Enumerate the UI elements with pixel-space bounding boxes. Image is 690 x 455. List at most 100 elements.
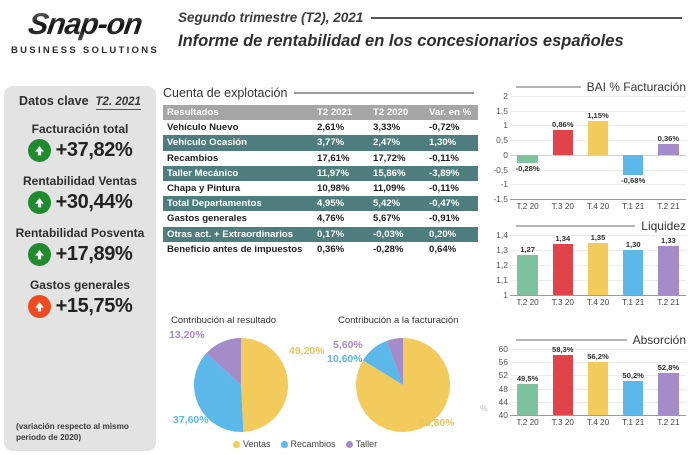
x-axis-tick-label: T.3 20: [551, 202, 574, 211]
chart-bai-divider: [516, 86, 581, 88]
pie-resultado-label-ventas: 49,20%: [289, 345, 325, 357]
chart-liquidez: Liquidez 1,4 1,3 1,2 1,1 1 1,27 T.2 20 1,34 T.3 …: [486, 219, 686, 310]
x-axis-line: [510, 415, 686, 417]
x-axis-line: [510, 295, 686, 297]
pie-charts-section: Contribución al resultado Contribución a…: [163, 315, 483, 455]
x-axis-tick-label: T.2 20: [516, 202, 539, 211]
table-cell-label: Recambios: [167, 152, 219, 164]
bar-value-label: 1,30: [625, 240, 641, 249]
bar-value-label: 56,2%: [587, 351, 609, 361]
y-axis-tick-label: 1,3: [496, 245, 508, 255]
legend-color-dot: [345, 440, 353, 448]
table-cell-value: 0,36%: [317, 243, 345, 255]
arrow-up-circle-icon: [27, 139, 51, 162]
bar: [587, 361, 609, 415]
x-axis-tick-label: T.2 20: [516, 298, 539, 307]
key-data-period: T2. 2021: [95, 96, 141, 110]
kpi-block: Facturación total +37,82%: [10, 122, 150, 162]
bar: [658, 144, 679, 155]
legend-label: Ventas: [243, 439, 271, 449]
table-row: Total Departamentos 4,95% 5,42% -0,47%: [163, 196, 478, 212]
table-cell-value: 17,72%: [373, 152, 406, 164]
table-cell-label: Beneficio antes de impuestos: [167, 243, 303, 255]
y-axis-tick-label: 1,5: [496, 105, 508, 116]
table-row: Taller Mecánico 11,97% 15,86% -3,89%: [163, 165, 478, 181]
table-cell-value: 0,64%: [429, 243, 457, 255]
y-axis-label: %: [480, 403, 488, 413]
operating-account-section: Cuenta de explotación Resultados T2 2021 T…: [163, 86, 478, 257]
table-col-header: Var. en %: [429, 107, 472, 119]
pie-slice: [194, 353, 244, 432]
table-cell-value: 4,95%: [317, 198, 345, 210]
table-row: Recambios 17,61% 17,72% -0,11%: [163, 151, 478, 166]
table-cell-value: 2,61%: [317, 122, 345, 134]
gridline: [510, 184, 686, 186]
report-header: Segundo trimestre (T2), 2021 Informe de …: [178, 10, 682, 51]
table-cell-value: -3,89%: [429, 167, 460, 179]
header-divider: [371, 16, 682, 19]
bar-value-label: 0,86%: [552, 119, 574, 129]
x-axis-tick-label: T.4 20: [586, 298, 610, 307]
pie-resultado-chart: [191, 335, 291, 440]
table-col-header: Resultados: [167, 107, 219, 119]
y-axis-tick-label: 1: [503, 120, 508, 131]
gridline: [510, 235, 686, 236]
bar-value-label: 1,33: [661, 235, 676, 245]
x-axis-tick-label: T.2 20: [516, 418, 539, 427]
table-body: Vehículo Nuevo 2,61% 3,33% -0,72% Vehículo O…: [163, 120, 478, 257]
chart-absorcion: Absorción 60 56 52 48 44 40 49,5% T.2 20 58,3% T.…: [480, 333, 686, 431]
table-cell-value: 4,76%: [317, 213, 345, 225]
table-cell-value: -0,03%: [373, 228, 404, 240]
table-cell-value: 10,98%: [317, 183, 350, 195]
legend-color-dot: [233, 440, 240, 448]
x-axis-tick-label: T.1 21: [622, 202, 645, 211]
y-axis-tick-label: 52: [498, 370, 508, 381]
x-axis-tick-label: T.4 20: [586, 202, 610, 211]
table-col-header: T2 2021: [317, 107, 353, 119]
bar: [552, 129, 573, 155]
pie-facturacion-label-recambios: 10,60%: [327, 353, 363, 365]
gridline: [510, 349, 686, 350]
legend-label: Taller: [355, 439, 378, 449]
report-subtitle: Segundo trimestre (T2), 2021: [178, 10, 364, 25]
pie-slice: [363, 340, 403, 385]
x-axis-tick-label: T.1 21: [622, 298, 645, 307]
bar: [622, 250, 644, 295]
table-cell-label: Chapa y Pintura: [167, 183, 241, 195]
gridline: [510, 169, 686, 171]
kpi-block: Rentabilidad Posventa +17,89%: [10, 226, 150, 266]
bar-value-label: 52,8%: [657, 362, 680, 372]
y-axis-tick-label: -1,5: [493, 194, 508, 204]
table-cell-value: 15,86%: [373, 167, 406, 179]
pie-resultado-title: Contribución al resultado: [171, 315, 277, 326]
bar-value-label: 58,3%: [552, 344, 574, 354]
gridline: [510, 154, 686, 156]
bar: [517, 254, 538, 295]
table-cell-value: -0,11%: [429, 183, 459, 195]
legend-label: Recambios: [290, 439, 336, 449]
pie-resultado-label-taller: 13,20%: [169, 329, 205, 341]
report-title: Informe de rentabilidad en los concesion…: [178, 32, 624, 50]
bar-value-label: -0,28%: [515, 164, 540, 174]
table-row: Vehículo Ocasión 3,77% 2,47% 1,30%: [163, 135, 478, 151]
pie-legend: Ventas Recambios Taller: [233, 439, 377, 449]
gridline: [510, 110, 686, 112]
table-cell-value: -0,72%: [429, 122, 460, 134]
table-cell-value: 2,47%: [373, 137, 401, 149]
chart-bai-title: BAI % Facturación: [586, 80, 686, 94]
bar: [587, 242, 609, 295]
pie-facturacion-title: Contribución a la facturación: [338, 315, 459, 326]
kpi-label: Rentabilidad Ventas: [22, 174, 138, 188]
y-axis-tick-label: 1: [503, 290, 508, 300]
table-cell-value: 1,30%: [429, 137, 457, 149]
bar: [552, 244, 573, 295]
x-axis-tick-label: T.3 20: [551, 298, 574, 307]
pie-facturacion-chart: [353, 335, 453, 440]
y-axis-tick-label: 1,1: [496, 275, 508, 285]
pie-slice: [386, 338, 403, 385]
table-cell-value: 3,33%: [373, 122, 401, 134]
y-axis-tick-label: 56: [498, 357, 508, 368]
y-axis-tick-label: -0,5: [493, 164, 508, 175]
x-axis-tick-label: T.4 20: [586, 418, 610, 427]
